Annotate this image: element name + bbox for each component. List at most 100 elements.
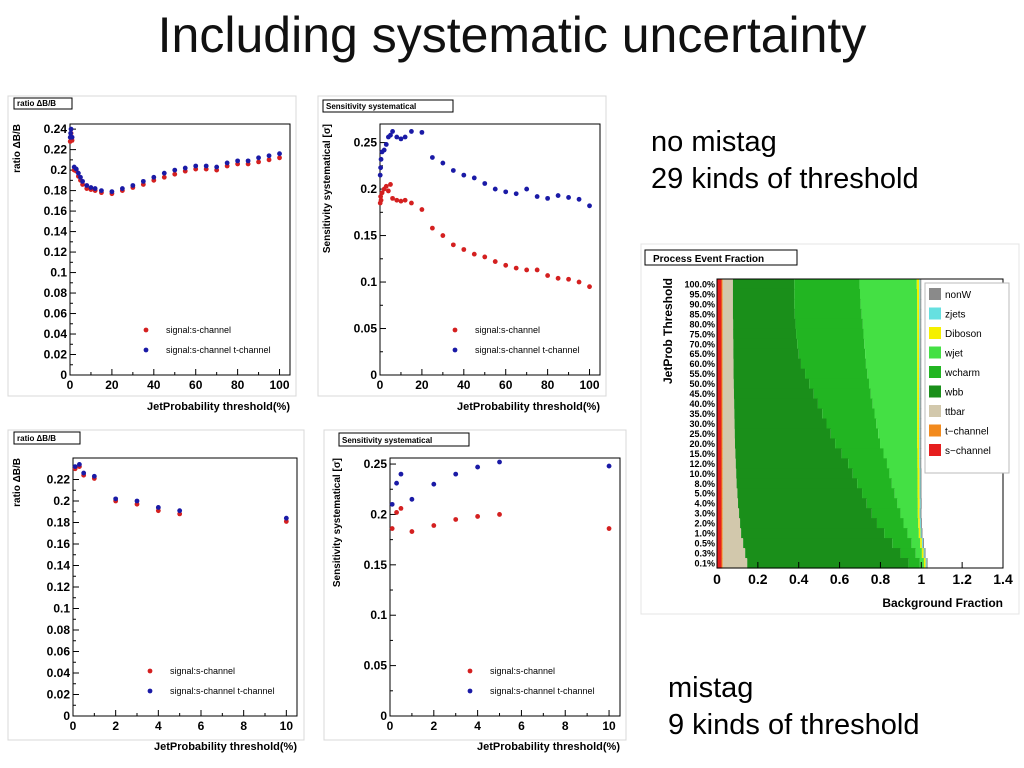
bar-segment-tchannel	[721, 468, 723, 479]
bar-segment-zjets	[919, 458, 921, 469]
y-tick-label: 0.24	[44, 122, 68, 136]
data-point-blue	[513, 191, 519, 197]
legend-label: signal:s-channel t-channel	[170, 686, 275, 696]
category-label: 95.0%	[689, 289, 715, 299]
data-point-red	[398, 505, 404, 511]
legend-label: ttbar	[945, 407, 966, 418]
bar-segment-ttbar	[722, 538, 744, 549]
bar-segment-wjet	[886, 458, 918, 469]
bar-segment-diboson	[917, 348, 920, 360]
x-tick-label: 60	[499, 378, 513, 392]
bar-segment-schannel	[717, 528, 722, 539]
data-point-red	[398, 198, 404, 204]
x-tick-label: 0	[713, 571, 721, 587]
top-note: no mistag 29 kinds of threshold	[651, 124, 919, 198]
data-point-blue	[576, 196, 582, 202]
bar-segment-tchannel	[721, 338, 723, 350]
legend-marker	[452, 327, 458, 333]
bottom-note: mistag 9 kinds of threshold	[668, 670, 919, 744]
legend-label: signal:s-channel	[490, 666, 555, 676]
category-label: 100.0%	[684, 279, 715, 289]
category-label: 5.0%	[694, 489, 715, 499]
bar-segment-schannel	[717, 338, 722, 350]
bar-segment-tchannel	[721, 388, 723, 400]
data-point-blue	[91, 473, 97, 479]
plot-frame	[389, 457, 621, 717]
bar-segment-wcharm	[884, 528, 908, 539]
data-point-blue	[266, 153, 272, 159]
data-point-blue	[378, 156, 384, 162]
bar-segment-diboson	[917, 418, 920, 430]
x-tick-label: 100	[580, 378, 600, 392]
data-point-blue	[81, 470, 87, 476]
bar-segment-zjets	[919, 298, 921, 310]
x-tick-label: 1.2	[952, 571, 972, 587]
y-tick-label: 0.18	[44, 184, 68, 198]
top-note-line1: no mistag	[651, 126, 777, 158]
bar-segment-zjets	[919, 348, 921, 360]
data-point-red	[172, 171, 178, 177]
data-point-blue	[398, 136, 404, 142]
legend-marker	[467, 668, 473, 674]
legend-label: wbb	[944, 388, 964, 399]
bar-segment-zjets	[919, 428, 921, 440]
bar-segment-nonw	[920, 478, 922, 489]
bar-segment-ttbar	[722, 298, 733, 310]
bar-segment-zjets	[919, 498, 921, 509]
bar-segment-diboson	[917, 488, 920, 499]
legend-swatch	[929, 444, 941, 456]
bar-segment-schannel	[717, 438, 722, 450]
data-point-blue	[402, 134, 408, 140]
bar-segment-zjets	[919, 388, 921, 400]
x-tick-label: 2	[430, 719, 437, 733]
bar-segment-diboson	[917, 428, 920, 440]
bar-segment-nonw	[920, 448, 922, 459]
data-point-red	[503, 262, 509, 268]
y-tick-label: 0	[370, 368, 377, 382]
bar-segment-tchannel	[721, 358, 723, 370]
bar-segment-ttbar	[722, 348, 734, 360]
bar-segment-wcharm	[848, 458, 887, 469]
category-label: 20.0%	[689, 439, 715, 449]
data-point-red	[419, 207, 425, 212]
bar-segment-zjets	[919, 288, 921, 300]
legend-label: wjet	[944, 349, 963, 360]
data-point-red	[431, 523, 437, 528]
data-point-blue	[69, 134, 75, 140]
bar-segment-tchannel	[721, 528, 723, 539]
bottom-note-line1: mistag	[668, 672, 754, 704]
data-point-red	[534, 267, 540, 273]
bar-segment-zjets	[919, 448, 921, 459]
bottom-note-line2: 9 kinds of threshold	[668, 709, 920, 741]
bar-segment-schannel	[717, 468, 722, 479]
bar-segment-tchannel	[721, 428, 723, 440]
category-label: 35.0%	[689, 409, 715, 419]
data-point-red	[453, 517, 459, 522]
data-point-blue	[440, 160, 446, 166]
y-tick-label: 0	[60, 368, 67, 382]
bar-segment-nonw	[920, 418, 922, 430]
bar-segment-tchannel	[721, 398, 723, 410]
legend-label: signal:s-channel t-channel	[166, 345, 271, 355]
bar-segment-wcharm	[809, 378, 869, 390]
x-tick-label: 8	[562, 719, 569, 733]
x-tick-label: 80	[231, 378, 245, 392]
y-tick-label: 0.1	[370, 608, 387, 622]
bar-segment-tchannel	[721, 368, 723, 380]
bar-segment-schannel	[717, 498, 722, 509]
bar-segment-diboson	[916, 279, 920, 290]
bar-segment-tchannel	[721, 488, 723, 499]
bar-segment-wcharm	[892, 538, 912, 549]
bar-segment-tchannel	[721, 558, 723, 569]
data-point-blue	[429, 155, 435, 160]
bar-segment-ttbar	[722, 328, 734, 340]
bar-segment-wcharm	[830, 428, 879, 440]
bar-segment-ttbar	[722, 318, 734, 330]
data-point-red	[497, 512, 502, 517]
bar-segment-wcharm	[798, 348, 866, 360]
category-label: 50.0%	[689, 379, 715, 389]
data-point-blue	[389, 501, 395, 507]
bar-segment-ttbar	[722, 279, 733, 290]
bar-segment-wbb	[736, 468, 853, 479]
